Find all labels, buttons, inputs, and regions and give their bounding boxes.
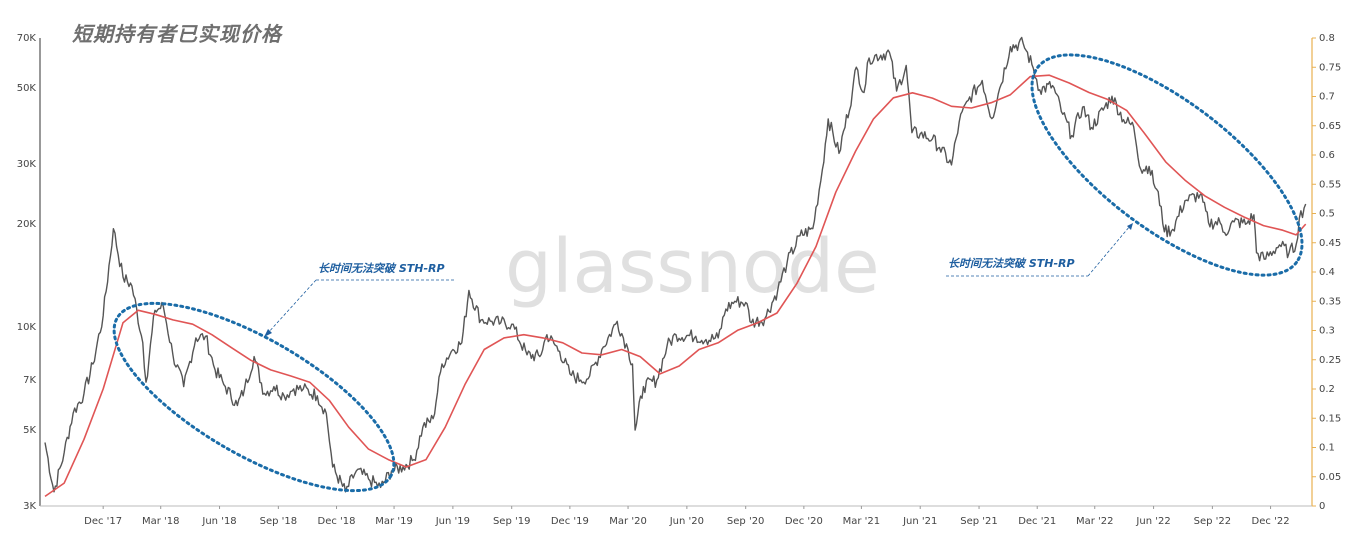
y-left-tick-label: 20K (17, 219, 37, 230)
y-right-tick-label: 0 (1319, 501, 1325, 512)
x-tick-label: Mar '21 (843, 516, 881, 527)
y-right-tick-label: 0.05 (1319, 472, 1341, 483)
annotation-label-right: 长时间无法突破 STH-RP (948, 257, 1075, 270)
y-right-tick-label: 0.3 (1319, 326, 1335, 337)
y-left-tick-label: 70K (17, 33, 37, 44)
y-right-tick-label: 0.15 (1319, 413, 1341, 424)
y-right-tick-label: 0.35 (1319, 296, 1341, 307)
x-tick-label: Sep '19 (493, 516, 531, 527)
y-right-tick-label: 0.4 (1319, 267, 1335, 278)
annotation-arrow-right (1127, 223, 1133, 230)
x-tick-label: Jun '18 (201, 516, 236, 527)
x-tick-label: Jun '22 (1135, 516, 1170, 527)
y-right-tick-label: 0.75 (1319, 62, 1341, 73)
x-tick-label: Sep '21 (960, 516, 998, 527)
y-left-tick-label: 7K (23, 375, 36, 386)
annotation-leader-right (1087, 225, 1131, 277)
y-left-tick-label: 3K (23, 501, 36, 512)
x-tick-label: Dec '18 (318, 516, 356, 527)
x-tick-label: Jun '21 (902, 516, 937, 527)
x-tick-label: Sep '22 (1194, 516, 1232, 527)
y-right-tick-label: 0.5 (1319, 209, 1335, 220)
x-tick-label: Jun '20 (669, 516, 704, 527)
x-tick-label: Dec '20 (785, 516, 823, 527)
y-left-tick-label: 50K (17, 83, 37, 94)
price-series-line (44, 36, 1307, 493)
x-tick-label: Mar '22 (1076, 516, 1114, 527)
x-tick-label: Sep '18 (260, 516, 298, 527)
y-right-tick-label: 0.6 (1319, 150, 1335, 161)
sth-realized-price-line (44, 74, 1307, 498)
y-left-tick-label: 5K (23, 425, 36, 436)
x-tick-label: Mar '19 (375, 516, 413, 527)
x-tick-label: Jun '19 (435, 516, 470, 527)
y-right-tick-label: 0.25 (1319, 355, 1341, 366)
x-tick-label: Mar '18 (142, 516, 180, 527)
y-left-tick-label: 30K (17, 159, 37, 170)
y-right-tick-label: 0.55 (1319, 179, 1341, 190)
y-right-tick-label: 0.65 (1319, 121, 1341, 132)
y-right-tick-label: 0.2 (1319, 384, 1335, 395)
ellipse-annotation-2022 (1030, 53, 1304, 277)
y-right-tick-label: 0.1 (1319, 443, 1335, 454)
x-tick-label: Dec '17 (84, 516, 122, 527)
chart-title: 短期持有者已实现价格 (72, 22, 282, 46)
y-right-tick-label: 0.8 (1319, 33, 1335, 44)
x-tick-label: Sep '20 (727, 516, 765, 527)
watermark: glassnode (505, 224, 880, 310)
y-right-tick-label: 0.45 (1319, 238, 1341, 249)
x-tick-label: Dec '21 (1018, 516, 1056, 527)
x-tick-label: Mar '20 (609, 516, 647, 527)
y-right-tick-label: 0.7 (1319, 92, 1335, 103)
annotation-leader-left (266, 279, 317, 335)
y-left-tick-label: 10K (17, 322, 37, 333)
ellipse-annotation-2018 (112, 301, 396, 493)
x-tick-label: Dec '19 (551, 516, 589, 527)
annotation-label-left: 长时间无法突破 STH-RP (318, 262, 445, 275)
annotation-arrow-left (264, 329, 272, 337)
x-tick-label: Dec '22 (1252, 516, 1290, 527)
